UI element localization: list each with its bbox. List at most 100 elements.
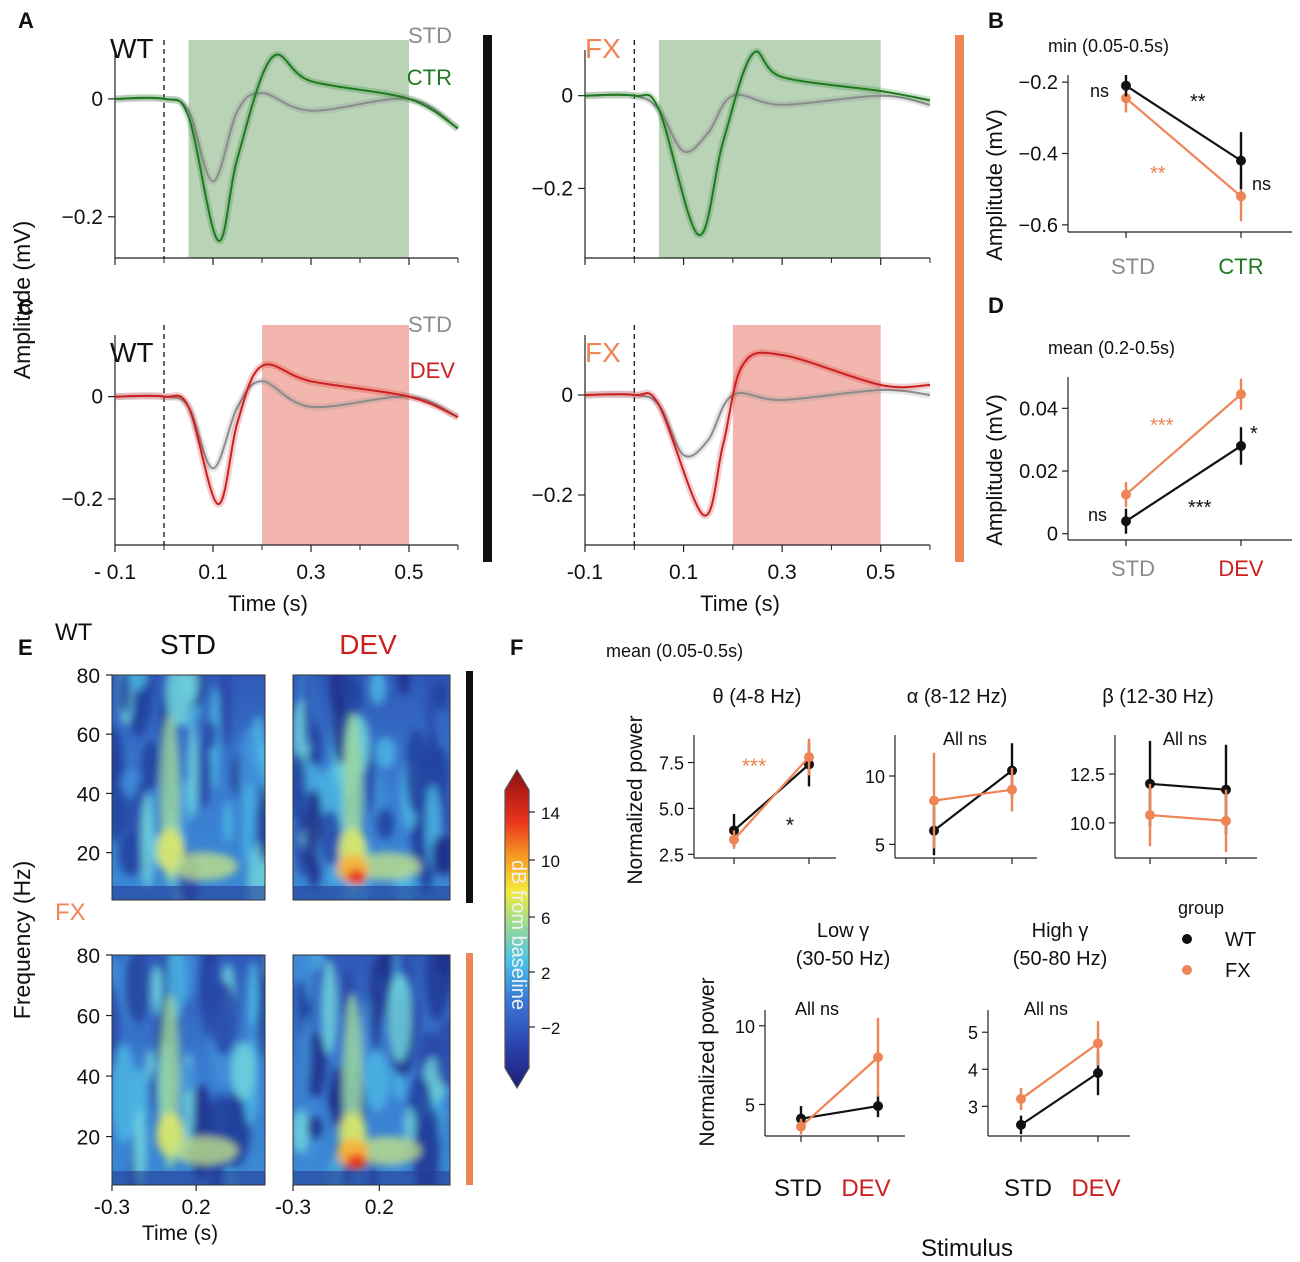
e-wt-std-blob bbox=[169, 852, 238, 881]
f-highg-wt-point bbox=[1016, 1119, 1026, 1130]
e-wt-dev-blob bbox=[320, 809, 342, 866]
f-lowg-xtick-std: STD bbox=[774, 1175, 822, 1202]
b-xtick-std: STD bbox=[1111, 254, 1155, 279]
panel-letter-e: E bbox=[18, 635, 33, 660]
e-wt-dev-blob bbox=[310, 723, 322, 775]
e-fx-dev-blob bbox=[305, 1031, 327, 1098]
f-beta-title: β (12-30 Hz) bbox=[1102, 686, 1214, 708]
e-ytick-label: 80 bbox=[77, 665, 100, 688]
f-alpha-title: α (8-12 Hz) bbox=[907, 686, 1007, 708]
b-fx-point bbox=[1236, 191, 1246, 202]
e-wt-dev-blob bbox=[346, 869, 367, 886]
b-ytick-label: −0.4 bbox=[1019, 144, 1058, 166]
e-wt-dev-blob bbox=[376, 807, 394, 840]
f-title: mean (0.05-0.5s) bbox=[606, 641, 743, 661]
e-fx-std-blob bbox=[257, 972, 265, 1060]
f-theta-title: θ (4-8 Hz) bbox=[713, 686, 802, 708]
f-theta-fx-point bbox=[804, 752, 814, 763]
b-wt-point bbox=[1121, 80, 1131, 91]
e-wt-std-blob bbox=[118, 675, 131, 715]
e-wt-dev-blob bbox=[343, 675, 362, 717]
f-theta-wt-sig: * bbox=[786, 814, 794, 837]
d-ytick-label: 0.02 bbox=[1019, 461, 1058, 483]
f-alpha-ytick-label: 5 bbox=[875, 835, 885, 855]
f-lowg-ann: All ns bbox=[795, 999, 839, 1019]
e-fx-dev-blob bbox=[433, 969, 448, 1010]
f-beta-wt-line bbox=[1149, 782, 1227, 791]
e-fx-dev-blob bbox=[435, 1017, 450, 1089]
e-wt-std-blob bbox=[258, 784, 265, 863]
e-wt-dev-blob bbox=[353, 852, 422, 881]
c-wt-xtick-label: 0.1 bbox=[198, 561, 227, 584]
e-fx-group-bar bbox=[466, 953, 473, 1185]
a-wt-group-label: WT bbox=[110, 33, 154, 64]
f-lowg-wt-point bbox=[873, 1101, 883, 1112]
e-wt-dev-frame bbox=[292, 674, 451, 901]
e-wt-std-frame bbox=[111, 674, 266, 901]
a-wt-std-label: STD bbox=[408, 23, 452, 48]
fx-group-bar bbox=[955, 35, 964, 562]
b-xtick-ctr: CTR bbox=[1218, 254, 1263, 279]
e-wt-dev-blob bbox=[433, 679, 449, 711]
d-wt-point bbox=[1121, 516, 1131, 527]
c-wt-ytick-label: −0.2 bbox=[62, 488, 103, 511]
f-ylabel-top: Normalized power bbox=[624, 715, 647, 884]
legend-wt-label: WT bbox=[1225, 929, 1256, 951]
f-lowg-fx-point bbox=[796, 1121, 806, 1132]
e-dev-label: DEV bbox=[339, 629, 397, 660]
f-highg-title1: High γ bbox=[1032, 920, 1089, 942]
e-wt-dev-blob bbox=[303, 675, 312, 747]
b-fx-line bbox=[1125, 97, 1242, 198]
f-highg-ytick-label: 5 bbox=[968, 1023, 978, 1043]
c-fx-ytick-label: 0 bbox=[561, 384, 573, 407]
f-highg-xtick-std: STD bbox=[1004, 1175, 1052, 1202]
e-fx-dev-blob bbox=[320, 959, 338, 1055]
e-fx-std-blob bbox=[112, 982, 120, 1073]
d-ann-right-sig: * bbox=[1250, 423, 1258, 445]
e-wt-std-blob bbox=[141, 740, 160, 791]
e-wt-dev-blob bbox=[426, 675, 435, 759]
colorbar-label: dB from baseline bbox=[507, 860, 529, 1010]
e-wt-dev-blob bbox=[293, 752, 306, 821]
e-fx-dev-blob bbox=[303, 955, 316, 1002]
e-fx-std-spectrogram bbox=[111, 954, 266, 1186]
e-fx-dev-blob bbox=[327, 1084, 339, 1111]
e-wt-std-blob bbox=[182, 675, 199, 703]
b-ytick-label: −0.6 bbox=[1019, 215, 1058, 237]
c-wt-xtick-label: 0.5 bbox=[394, 561, 423, 584]
e-wt-dev-spectrogram bbox=[292, 674, 451, 901]
e-ylabel: Frequency (Hz) bbox=[9, 861, 35, 1019]
e-wt-label: WT bbox=[55, 619, 93, 646]
e-ytick-label: 40 bbox=[77, 783, 100, 806]
e-wt-std-blob bbox=[218, 675, 233, 748]
c-fx-xtick-label: -0.1 bbox=[567, 561, 603, 584]
c-fx-xtick-label: 0.1 bbox=[669, 561, 698, 584]
panel-letter-a: A bbox=[18, 8, 34, 33]
f-theta-ytick-label: 2.5 bbox=[659, 845, 684, 865]
e-wt-std-bottom-band bbox=[112, 886, 265, 900]
c-wt-ytick-label: 0 bbox=[91, 386, 103, 409]
c-wt-line-std bbox=[114, 380, 459, 470]
f-highg-fx-line bbox=[1020, 1042, 1099, 1100]
c-fx-xtick-label: 0.3 bbox=[768, 561, 797, 584]
e-wt-std-blob bbox=[126, 675, 148, 691]
f-beta-ytick-label: 12.5 bbox=[1070, 765, 1105, 785]
e-fx-std-field bbox=[112, 955, 265, 1185]
f-highg-ytick-label: 4 bbox=[968, 1060, 978, 1080]
e-wt-group-bar bbox=[466, 671, 473, 903]
colorbar-tick-label: 6 bbox=[541, 909, 550, 928]
d-fx-point bbox=[1236, 389, 1246, 400]
f-beta-ytick-label: 10.0 bbox=[1070, 814, 1105, 834]
c-fx-group-label: FX bbox=[585, 337, 621, 368]
d-wt-point bbox=[1236, 440, 1246, 451]
d-wt-line bbox=[1125, 445, 1242, 523]
e-wt-dev-blob bbox=[440, 793, 450, 837]
e-fx-dev-bottom-band bbox=[293, 1171, 450, 1185]
d-ytick-label: 0 bbox=[1047, 524, 1058, 546]
a-wt-line-ctr bbox=[114, 53, 459, 242]
f-theta-fx-sig: *** bbox=[742, 755, 767, 778]
e-wt-dev-blob bbox=[375, 736, 396, 769]
b-ann-ns-left: ns bbox=[1090, 81, 1109, 101]
d-fx-line bbox=[1125, 393, 1242, 496]
e-std-label: STD bbox=[160, 629, 216, 660]
